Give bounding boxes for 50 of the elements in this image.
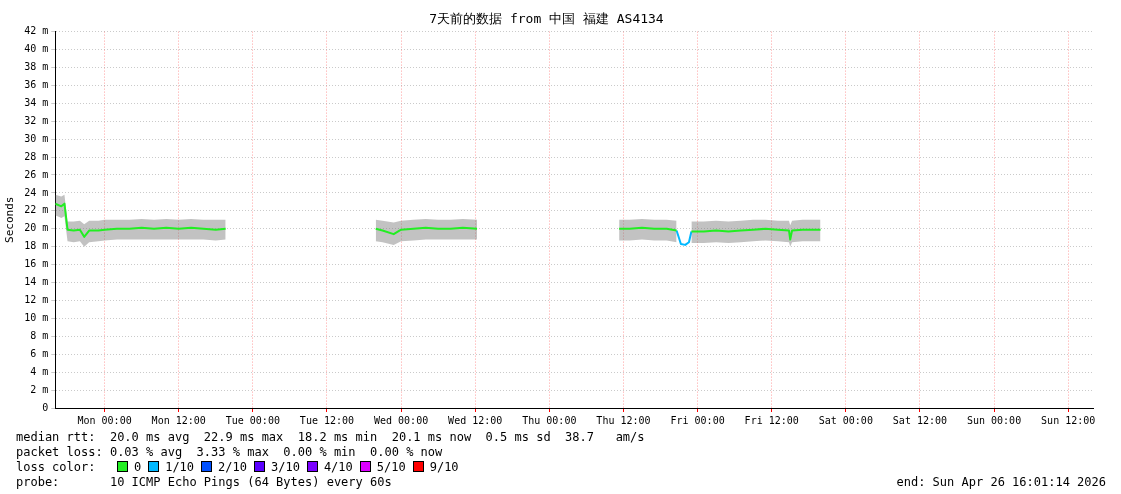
legend-label: 3/10: [270, 460, 300, 474]
x-tick-label: Sun 12:00: [1041, 414, 1096, 426]
y-tick-label: 20 m: [24, 222, 49, 234]
x-tick-label: Thu 12:00: [596, 414, 651, 426]
y-tick-label: 22 m: [24, 204, 49, 216]
y-axis-title: Seconds: [3, 196, 17, 243]
legend-label: 1/10: [165, 460, 195, 474]
y-tick-label: 36 m: [24, 78, 49, 90]
y-tick-label: 38 m: [24, 61, 49, 73]
x-tick-label: Sun 00:00: [966, 414, 1022, 426]
y-tick-label: 24 m: [24, 186, 49, 198]
x-tick-label: Fri 00:00: [670, 414, 725, 426]
chart-title: 7天前的数据 from 中国 福建 AS4134: [429, 11, 664, 27]
legend-label: 4/10: [323, 460, 353, 474]
y-tick-label: 34 m: [24, 96, 49, 108]
text: median rtt: 20.0 ms avg 22.9 ms max 18.2 ms min 20.1 ms now 0.5 ms sd 38.7 am/s: [16, 430, 646, 445]
y-tick-label: 16 m: [24, 258, 49, 270]
y-tick-label: 6 m: [30, 347, 49, 359]
y-tick-label: 26 m: [24, 168, 49, 180]
legend-title: loss color:: [16, 460, 97, 474]
y-tick-label: 42 m: [24, 25, 49, 37]
x-tick-label: Sat 12:00: [892, 414, 948, 426]
y-tick-label: 4 m: [30, 365, 49, 377]
text: probe: 10 ICMP Echo Pings (64 Bytes) every 60s: [16, 475, 392, 489]
x-tick-label: Wed 12:00: [448, 414, 503, 426]
y-tick-label: 8 m: [30, 329, 49, 341]
y-tick-label: 10 m: [24, 311, 49, 323]
y-tick-label: 32 m: [24, 114, 49, 126]
x-tick-label: Mon 12:00: [151, 414, 206, 426]
y-tick-label: 30 m: [24, 132, 49, 144]
x-tick-label: Tue 12:00: [299, 414, 355, 426]
text: packet loss: 0.03 % avg 3.33 % max 0.00 % min 0.00 % now: [16, 445, 444, 460]
x-tick-label: Fri 12:00: [744, 414, 799, 426]
y-tick-label: 2 m: [30, 383, 49, 395]
y-tick-label: 40 m: [24, 43, 49, 55]
y-tick-label: 0: [42, 401, 49, 413]
x-tick-label: Wed 00:00: [373, 414, 429, 426]
legend-label: 5/10: [376, 460, 406, 474]
legend-label: 9/10: [429, 460, 459, 474]
y-tick-label: 18 m: [24, 240, 49, 252]
y-tick-label: 14 m: [24, 276, 49, 288]
x-tick-label: Tue 00:00: [225, 414, 280, 426]
y-tick-label: 12 m: [24, 294, 49, 306]
legend-label: 0: [133, 460, 142, 474]
text: end: Sun Apr 26 16:01:14 2026: [896, 475, 1106, 490]
legend-label: 2/10: [218, 460, 247, 474]
x-tick-label: Thu 00:00: [522, 414, 577, 426]
y-tick-label: 28 m: [24, 150, 49, 162]
x-tick-label: Mon 00:00: [77, 414, 132, 426]
x-tick-label: Sat 00:00: [818, 414, 873, 426]
